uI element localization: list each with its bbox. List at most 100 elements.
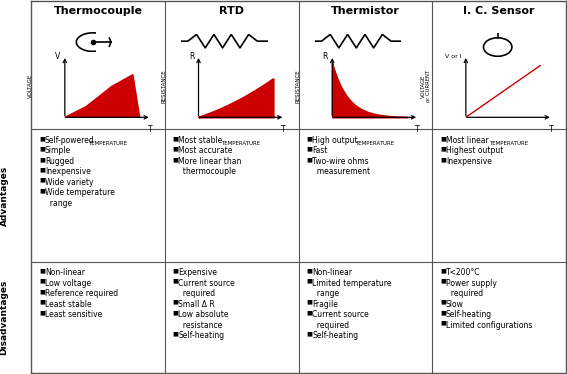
Text: High output: High output <box>312 136 358 145</box>
Text: Non-linear: Non-linear <box>45 268 85 277</box>
Text: ■: ■ <box>440 321 446 326</box>
Text: ■: ■ <box>306 268 312 273</box>
Text: ■: ■ <box>306 310 312 315</box>
Text: Self-heating: Self-heating <box>179 331 225 340</box>
Text: resistance: resistance <box>179 321 223 329</box>
Text: ■: ■ <box>440 310 446 315</box>
Text: Two-wire ohms: Two-wire ohms <box>312 157 369 166</box>
Text: Rugged: Rugged <box>45 157 74 166</box>
Text: Self-heating: Self-heating <box>446 310 492 319</box>
Text: Advantages: Advantages <box>0 165 9 226</box>
Text: Disadvantages: Disadvantages <box>0 280 9 355</box>
Text: ■: ■ <box>39 279 45 284</box>
Text: T: T <box>415 125 420 134</box>
Text: V: V <box>56 52 61 61</box>
Text: Limited configurations: Limited configurations <box>446 321 532 329</box>
Text: Power supply: Power supply <box>446 279 497 288</box>
Text: T: T <box>549 125 553 134</box>
Text: I. C. Sensor: I. C. Sensor <box>463 6 535 16</box>
Text: ■: ■ <box>173 157 179 162</box>
Text: Least sensitive: Least sensitive <box>45 310 102 319</box>
Text: Self-powered: Self-powered <box>45 136 95 145</box>
Text: ■: ■ <box>39 136 45 141</box>
Text: ■: ■ <box>173 147 179 151</box>
Text: Fast: Fast <box>312 147 328 156</box>
Text: More linear than: More linear than <box>179 157 242 166</box>
Text: RESISTANCE: RESISTANCE <box>295 70 301 103</box>
Text: Thermistor: Thermistor <box>331 6 400 16</box>
Text: ■: ■ <box>39 289 45 294</box>
Text: T: T <box>281 125 286 134</box>
Text: Most accurate: Most accurate <box>179 147 233 156</box>
Text: range: range <box>312 289 339 298</box>
Text: Slow: Slow <box>446 300 464 309</box>
Text: ■: ■ <box>440 157 446 162</box>
Text: ■: ■ <box>306 279 312 284</box>
Text: Expensive: Expensive <box>179 268 218 277</box>
Text: ■: ■ <box>173 279 179 284</box>
Text: required: required <box>312 321 349 329</box>
Text: Inexpensive: Inexpensive <box>45 168 91 177</box>
Text: ■: ■ <box>440 300 446 305</box>
Text: R: R <box>189 52 194 61</box>
Text: ■: ■ <box>440 147 446 151</box>
Text: RESISTANCE: RESISTANCE <box>162 70 167 103</box>
Text: Low voltage: Low voltage <box>45 279 91 288</box>
Text: ■: ■ <box>306 136 312 141</box>
Text: range: range <box>45 199 72 208</box>
Text: Reference required: Reference required <box>45 289 118 298</box>
Text: Limited temperature: Limited temperature <box>312 279 392 288</box>
Text: ■: ■ <box>173 310 179 315</box>
Text: Fragile: Fragile <box>312 300 338 309</box>
Text: RTD: RTD <box>219 6 244 16</box>
Text: ■: ■ <box>306 300 312 305</box>
Text: R: R <box>323 52 328 61</box>
Text: ■: ■ <box>440 268 446 273</box>
Text: TEMPERATURE: TEMPERATURE <box>222 141 261 146</box>
Text: ■: ■ <box>39 310 45 315</box>
Text: Non-linear: Non-linear <box>312 268 352 277</box>
Text: ■: ■ <box>39 188 45 193</box>
Text: ■: ■ <box>39 268 45 273</box>
Text: required: required <box>446 289 483 298</box>
Text: measurement: measurement <box>312 168 370 177</box>
Text: ■: ■ <box>173 300 179 305</box>
Text: ■: ■ <box>306 147 312 151</box>
Text: TEMPERATURE: TEMPERATURE <box>355 141 394 146</box>
Text: thermocouple: thermocouple <box>179 168 236 177</box>
Text: VOLTAGE
or CURRENT: VOLTAGE or CURRENT <box>421 70 431 102</box>
Text: Low absolute: Low absolute <box>179 310 229 319</box>
Text: Least stable: Least stable <box>45 300 91 309</box>
Text: ■: ■ <box>440 136 446 141</box>
Text: Most linear: Most linear <box>446 136 489 145</box>
Text: ■: ■ <box>39 147 45 151</box>
Text: T: T <box>147 125 152 134</box>
Text: Small Δ R: Small Δ R <box>179 300 215 309</box>
Text: VOLTAGE: VOLTAGE <box>28 74 33 98</box>
Text: ■: ■ <box>440 279 446 284</box>
Text: Current source: Current source <box>179 279 235 288</box>
Polygon shape <box>65 75 139 117</box>
Text: Thermocouple: Thermocouple <box>53 6 142 16</box>
Text: Inexpensive: Inexpensive <box>446 157 492 166</box>
Text: T<200°C: T<200°C <box>446 268 480 277</box>
Text: ■: ■ <box>39 157 45 162</box>
Text: Self-heating: Self-heating <box>312 331 358 340</box>
Text: required: required <box>179 289 215 298</box>
Text: Simple: Simple <box>45 147 71 156</box>
Text: ■: ■ <box>306 331 312 336</box>
Text: V or I: V or I <box>445 54 462 59</box>
Text: TEMPERATURE: TEMPERATURE <box>88 141 127 146</box>
Text: Current source: Current source <box>312 310 369 319</box>
Text: ■: ■ <box>39 168 45 172</box>
Polygon shape <box>466 65 541 117</box>
Text: TEMPERATURE: TEMPERATURE <box>489 141 528 146</box>
Text: ■: ■ <box>39 300 45 305</box>
Text: ■: ■ <box>39 178 45 183</box>
Text: ■: ■ <box>306 157 312 162</box>
Text: ■: ■ <box>173 331 179 336</box>
Text: ■: ■ <box>173 136 179 141</box>
Text: ■: ■ <box>173 268 179 273</box>
Text: Wide variety: Wide variety <box>45 178 94 187</box>
Polygon shape <box>198 79 273 117</box>
